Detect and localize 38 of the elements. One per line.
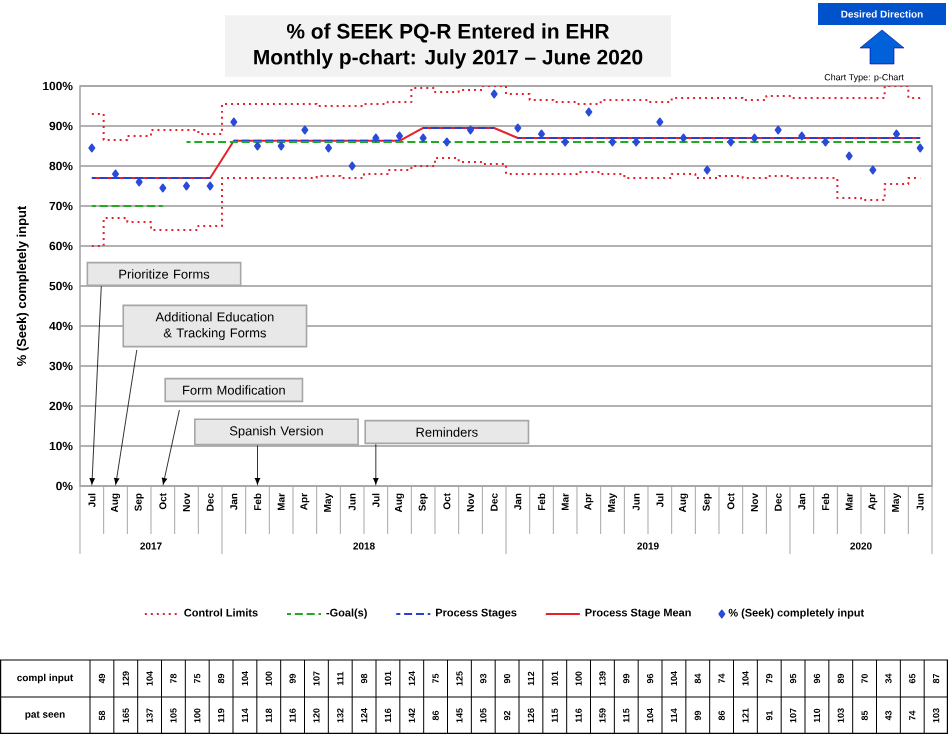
point [632, 137, 640, 147]
point [798, 131, 806, 141]
point [585, 107, 593, 117]
point [466, 125, 475, 135]
point [821, 137, 830, 147]
chart-title: % of SEEK PQ-R Entered in EHR [286, 23, 610, 43]
chart-subtitle: Monthly p-chart: July 2017 – June 2020 [254, 49, 643, 69]
point [869, 165, 877, 175]
point [182, 181, 191, 191]
point [916, 143, 924, 153]
point [514, 123, 522, 133]
point [561, 137, 569, 147]
point [88, 143, 96, 153]
point [608, 137, 617, 147]
point [230, 117, 238, 127]
point [727, 137, 735, 147]
point [490, 89, 498, 99]
point [774, 125, 782, 135]
point [679, 133, 688, 143]
point [750, 133, 759, 143]
point [301, 125, 309, 135]
point [324, 143, 333, 153]
point [845, 151, 853, 161]
point [372, 133, 380, 143]
point [395, 131, 404, 141]
point [703, 165, 711, 175]
point [892, 129, 901, 139]
point [443, 137, 451, 147]
point [159, 183, 167, 193]
point [419, 133, 427, 143]
point [206, 181, 214, 191]
point [277, 141, 285, 151]
point [656, 117, 664, 127]
point [135, 177, 143, 187]
point [111, 169, 120, 179]
point [348, 161, 356, 171]
point [537, 129, 546, 139]
point [253, 141, 262, 151]
